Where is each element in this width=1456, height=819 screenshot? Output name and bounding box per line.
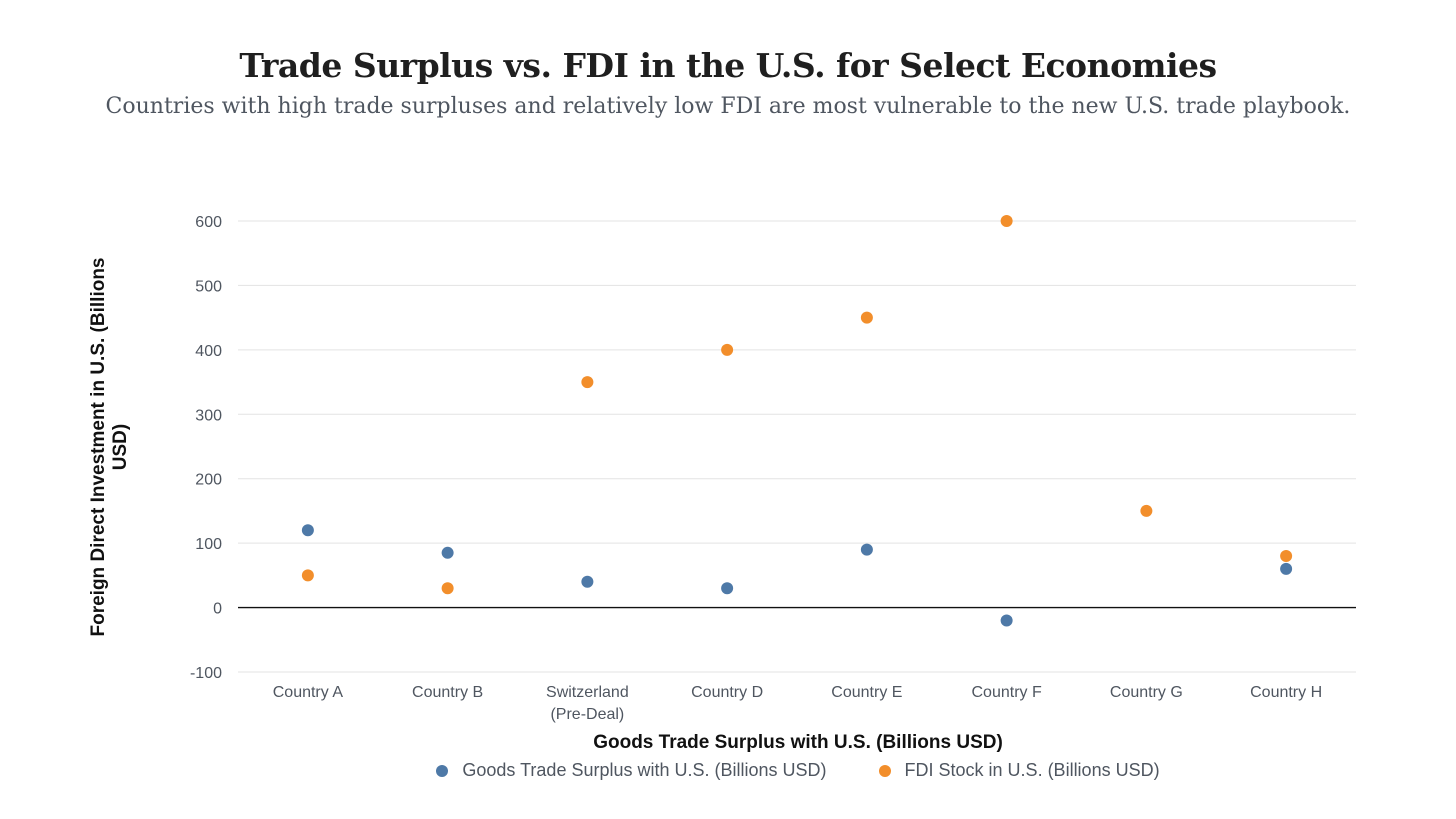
x-tick-label: Country B bbox=[412, 684, 483, 701]
fdi-stock-point[interactable] bbox=[1000, 215, 1013, 227]
x-tick-label: Country A bbox=[273, 684, 344, 701]
legend-label-fdi-stock: FDI Stock in U.S. (Billions USD) bbox=[904, 760, 1160, 780]
legend-swatch-trade-surplus bbox=[436, 764, 449, 777]
legend: Goods Trade Surplus with U.S. (Billions … bbox=[0, 760, 1456, 781]
fdi-stock-point[interactable] bbox=[721, 343, 734, 356]
fdi-stock-point[interactable] bbox=[1140, 504, 1153, 517]
legend-item-fdi-stock[interactable]: FDI Stock in U.S. (Billions USD) bbox=[878, 760, 1160, 781]
x-tick-label: Country E bbox=[831, 684, 902, 701]
trade-surplus-point[interactable] bbox=[1280, 562, 1293, 575]
legend-label-trade-surplus: Goods Trade Surplus with U.S. (Billions … bbox=[462, 760, 827, 780]
y-tick-label: 200 bbox=[195, 472, 222, 489]
y-tick-label: 300 bbox=[195, 407, 222, 424]
fdi-stock-point[interactable] bbox=[1280, 550, 1293, 563]
trade-surplus-point[interactable] bbox=[721, 582, 734, 595]
y-tick-label: 100 bbox=[195, 536, 222, 553]
x-tick-label: (Pre-Deal) bbox=[550, 706, 624, 723]
legend-swatch-fdi-stock bbox=[878, 764, 891, 777]
y-tick-label: 400 bbox=[195, 343, 222, 360]
x-tick-label: Country H bbox=[1250, 684, 1322, 701]
y-tick-label: -100 bbox=[190, 665, 222, 682]
gridlines bbox=[238, 220, 1356, 673]
data-points bbox=[301, 215, 1293, 627]
trade-surplus-point[interactable] bbox=[441, 546, 454, 559]
y-tick-label: 0 bbox=[213, 601, 222, 618]
chart-title: Trade Surplus vs. FDI in the U.S. for Se… bbox=[239, 46, 1217, 85]
x-tick-label: Country F bbox=[972, 684, 1042, 701]
chart-subtitle: Countries with high trade surpluses and … bbox=[105, 94, 1351, 119]
fdi-stock-point[interactable] bbox=[301, 569, 314, 582]
trade-surplus-point[interactable] bbox=[1000, 614, 1013, 627]
x-tick-label: Country G bbox=[1110, 684, 1183, 701]
x-axis-label: Goods Trade Surplus with U.S. (Billions … bbox=[593, 732, 1003, 753]
x-tick-label: Country D bbox=[691, 684, 763, 701]
fdi-stock-point[interactable] bbox=[581, 376, 594, 389]
trade-surplus-point[interactable] bbox=[301, 524, 314, 537]
fdi-stock-point[interactable] bbox=[441, 582, 454, 595]
legend-item-trade-surplus[interactable]: Goods Trade Surplus with U.S. (Billions … bbox=[436, 760, 827, 781]
trade-surplus-point[interactable] bbox=[581, 575, 594, 588]
x-tick-labels: Country A Country B Switzerland (Pre-Deal) C… bbox=[273, 684, 1322, 723]
y-tick-label: 600 bbox=[195, 214, 222, 231]
x-tick-label: Switzerland bbox=[546, 684, 629, 701]
trade-surplus-point[interactable] bbox=[860, 543, 873, 556]
y-tick-labels: -100 0 100 200 300 400 500 600 bbox=[190, 214, 222, 682]
fdi-stock-point[interactable] bbox=[860, 311, 873, 324]
y-tick-label: 500 bbox=[195, 278, 222, 295]
